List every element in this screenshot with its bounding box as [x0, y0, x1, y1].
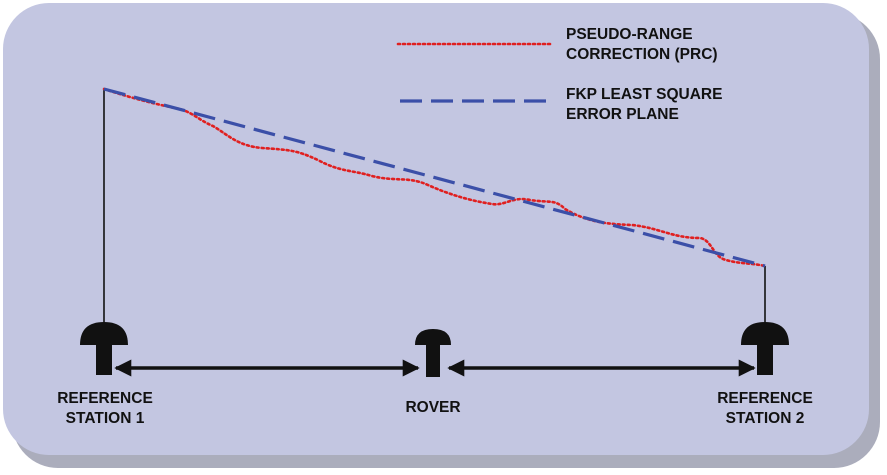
legend-fkp-line1: FKP LEAST SQUARE	[566, 86, 723, 103]
ref2-label-line1: REFERENCE	[717, 390, 813, 407]
ref2-antenna-icon	[741, 322, 789, 375]
rover-label: ROVER	[405, 399, 461, 416]
legend-prc-label: PSEUDO-RANGE CORRECTION (PRC)	[566, 25, 718, 65]
ref2-label-line2: STATION 2	[725, 410, 805, 427]
fkp-error-plane-line	[103, 87, 766, 268]
legend-fkp-label: FKP LEAST SQUARE ERROR PLANE	[566, 85, 722, 125]
prc-curve	[102, 87, 767, 268]
panel-background	[3, 3, 869, 455]
legend-prc-line1: PSEUDO-RANGE	[566, 26, 693, 43]
ref1-label-line2: STATION 1	[65, 410, 145, 427]
ref1-antenna-icon	[80, 322, 128, 375]
legend-prc-line2: CORRECTION (PRC)	[566, 46, 718, 63]
ref1-label-line1: REFERENCE	[57, 390, 153, 407]
ref2-label: REFERENCE STATION 2	[700, 389, 830, 429]
ref1-label: REFERENCE STATION 1	[40, 389, 170, 429]
rover-antenna-icon	[415, 329, 451, 377]
legend-fkp-line2: ERROR PLANE	[566, 106, 679, 123]
